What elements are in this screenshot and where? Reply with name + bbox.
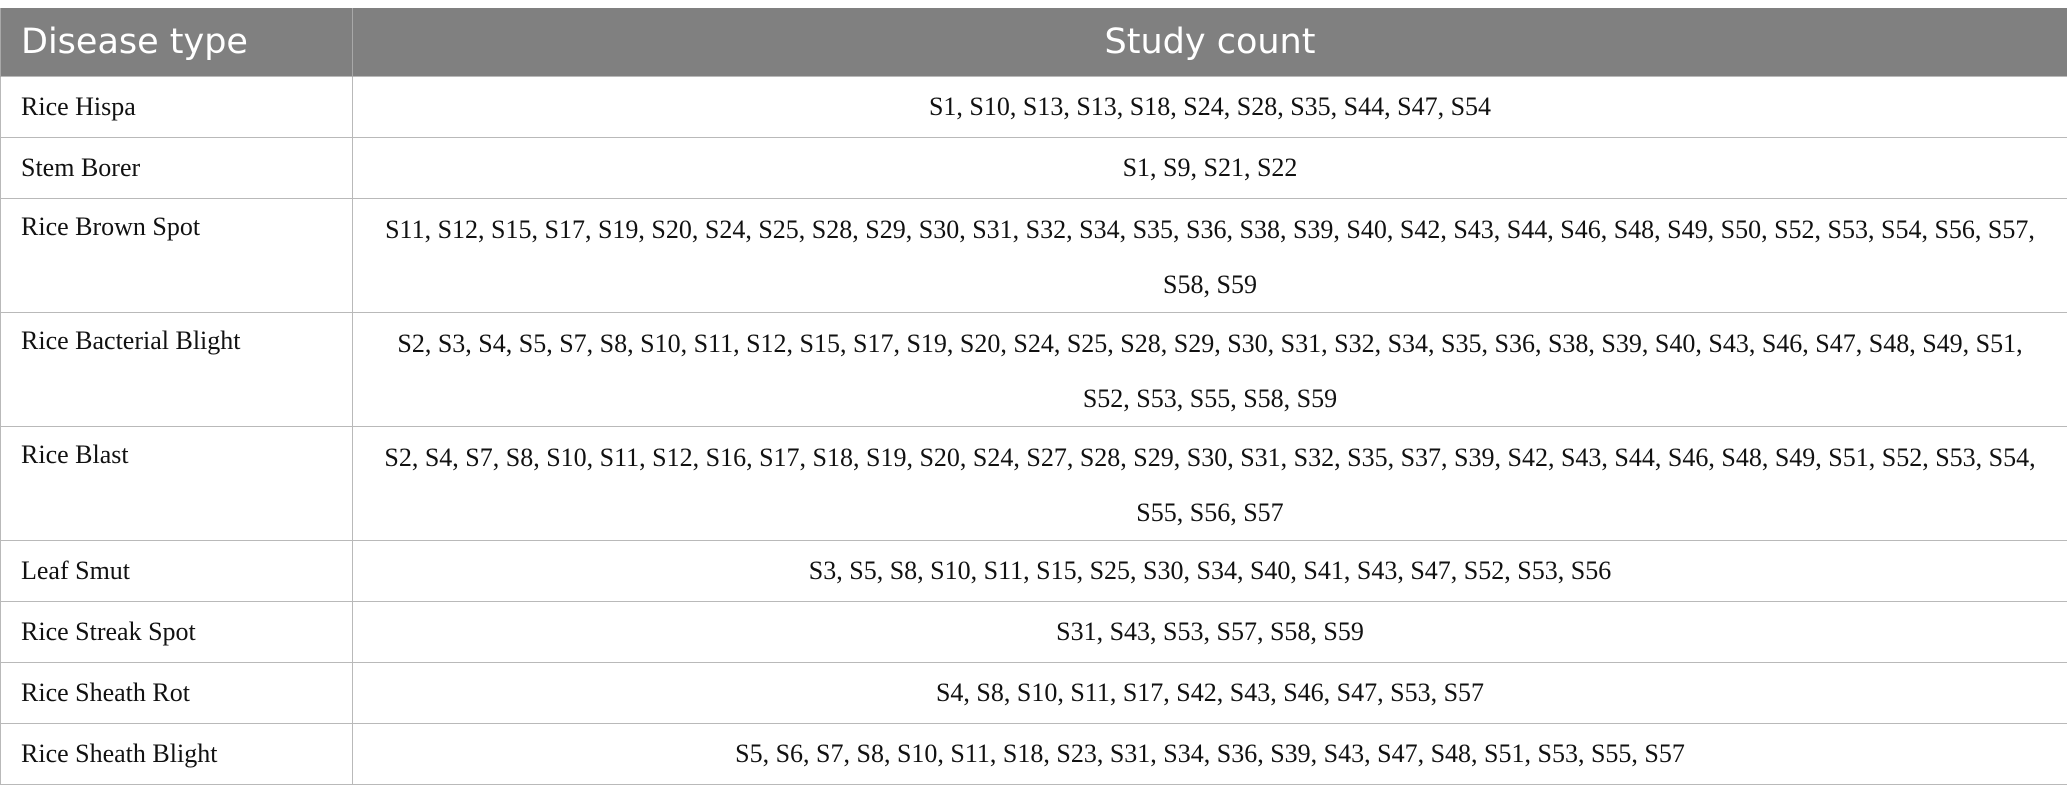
studies-cell: S11, S12, S15, S17, S19, S20, S24, S25, … bbox=[352, 198, 2067, 313]
table-header: Disease type Study count bbox=[0, 8, 2067, 77]
studies-cell: S1, S9, S21, S22 bbox=[352, 137, 2067, 199]
table-body: Rice Hispa S1, S10, S13, S13, S18, S24, … bbox=[0, 76, 2067, 785]
studies-cell: S31, S43, S53, S57, S58, S59 bbox=[352, 601, 2067, 663]
disease-cell: Rice Blast bbox=[0, 426, 353, 541]
table-row: Rice Streak Spot S31, S43, S53, S57, S58… bbox=[0, 601, 2067, 663]
disease-cell: Leaf Smut bbox=[0, 540, 353, 602]
header-disease-type: Disease type bbox=[0, 8, 353, 77]
studies-cell: S1, S10, S13, S13, S18, S24, S28, S35, S… bbox=[352, 76, 2067, 138]
studies-cell: S2, S4, S7, S8, S10, S11, S12, S16, S17,… bbox=[352, 426, 2067, 541]
header-study-count: Study count bbox=[352, 8, 2067, 77]
table-row: Rice Bacterial Blight S2, S3, S4, S5, S7… bbox=[0, 312, 2067, 427]
disease-cell: Rice Streak Spot bbox=[0, 601, 353, 663]
studies-cell: S4, S8, S10, S11, S17, S42, S43, S46, S4… bbox=[352, 662, 2067, 724]
table-row: Rice Sheath Blight S5, S6, S7, S8, S10, … bbox=[0, 723, 2067, 785]
header-row: Disease type Study count bbox=[0, 8, 2067, 77]
disease-cell: Rice Sheath Blight bbox=[0, 723, 353, 785]
table-row: Rice Sheath Rot S4, S8, S10, S11, S17, S… bbox=[0, 662, 2067, 724]
table-row: Stem Borer S1, S9, S21, S22 bbox=[0, 137, 2067, 199]
disease-cell: Rice Hispa bbox=[0, 76, 353, 138]
disease-study-table: Disease type Study count Rice Hispa S1, … bbox=[0, 8, 2067, 785]
table-row: Leaf Smut S3, S5, S8, S10, S11, S15, S25… bbox=[0, 540, 2067, 602]
studies-cell: S3, S5, S8, S10, S11, S15, S25, S30, S34… bbox=[352, 540, 2067, 602]
studies-cell: S5, S6, S7, S8, S10, S11, S18, S23, S31,… bbox=[352, 723, 2067, 785]
disease-cell: Rice Brown Spot bbox=[0, 198, 353, 313]
disease-cell: Rice Bacterial Blight bbox=[0, 312, 353, 427]
table-row: Rice Brown Spot S11, S12, S15, S17, S19,… bbox=[0, 198, 2067, 313]
disease-study-table-container: Disease type Study count Rice Hispa S1, … bbox=[0, 8, 2067, 785]
studies-cell: S2, S3, S4, S5, S7, S8, S10, S11, S12, S… bbox=[352, 312, 2067, 427]
disease-cell: Stem Borer bbox=[0, 137, 353, 199]
table-row: Rice Hispa S1, S10, S13, S13, S18, S24, … bbox=[0, 76, 2067, 138]
disease-cell: Rice Sheath Rot bbox=[0, 662, 353, 724]
table-row: Rice Blast S2, S4, S7, S8, S10, S11, S12… bbox=[0, 426, 2067, 541]
